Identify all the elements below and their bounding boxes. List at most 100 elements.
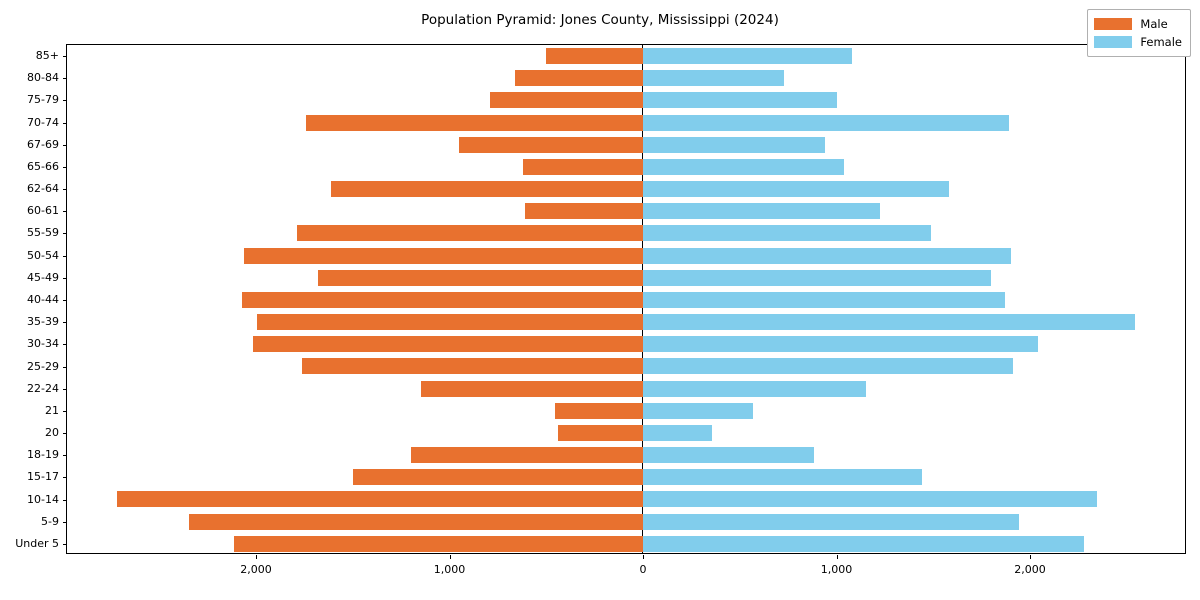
bar-row (67, 400, 1185, 422)
bar-male (459, 136, 643, 153)
y-tick-mark (63, 233, 67, 235)
y-tick-mark (63, 255, 67, 257)
x-tick-label: 1,000 (433, 563, 466, 576)
bar-female (643, 447, 815, 464)
y-tick-mark (63, 543, 67, 545)
bar-row (67, 178, 1185, 200)
y-tick-mark (63, 300, 67, 301)
y-tick-label: 70-74 (27, 115, 59, 129)
legend-swatch-male (1094, 18, 1133, 30)
bar-female (643, 535, 1084, 552)
bar-male (331, 181, 643, 198)
bar-female (643, 181, 949, 198)
y-tick-label: 85+ (35, 49, 59, 63)
bar-row (67, 289, 1185, 311)
y-tick-label: 35-39 (27, 315, 59, 329)
y-tick-label: 10-14 (27, 492, 59, 506)
bar-row (67, 378, 1185, 400)
bar-male (554, 402, 643, 419)
bar-male (233, 535, 643, 552)
bar-female (643, 491, 1097, 508)
y-tick-mark (63, 122, 67, 124)
bar-row (67, 355, 1185, 377)
bar-row (67, 422, 1185, 444)
bar-female (643, 358, 1013, 375)
bar-male (515, 70, 643, 87)
y-tick-label: 60-61 (27, 204, 59, 218)
bar-female (643, 92, 838, 109)
y-tick-label: 15-17 (27, 470, 59, 484)
x-tick-mark (836, 555, 838, 559)
bar-male (256, 314, 643, 331)
x-tick-mark (1030, 555, 1031, 559)
y-tick-mark (63, 433, 67, 435)
bar-female (643, 314, 1136, 331)
bar-female (643, 136, 825, 153)
bar-male (242, 291, 643, 308)
bar-row (67, 488, 1185, 510)
y-tick-label: 67-69 (27, 137, 59, 151)
bar-row (67, 311, 1185, 333)
x-tick-mark (256, 555, 257, 559)
y-tick-mark (63, 344, 67, 346)
bar-male (524, 203, 643, 220)
bar-male (189, 513, 643, 530)
legend-label-female: Female (1140, 35, 1182, 49)
y-tick-label: 55-59 (27, 226, 59, 240)
y-tick-mark (63, 189, 67, 191)
bar-female (643, 336, 1038, 353)
y-tick-label: 62-64 (27, 182, 59, 196)
bar-female (643, 158, 845, 175)
bar-row (67, 444, 1185, 466)
y-tick-mark (63, 211, 67, 213)
x-tick-mark (449, 555, 451, 559)
x-tick-label: 1,000 (820, 563, 853, 576)
bar-female (643, 225, 932, 242)
bar-male (546, 48, 643, 64)
y-tick-label: 20 (45, 426, 59, 440)
x-tick-label: 2,000 (240, 563, 272, 576)
bar-male (410, 447, 643, 464)
y-tick-mark (63, 166, 67, 168)
y-tick-mark (63, 144, 67, 146)
bar-row (67, 156, 1185, 178)
bar-male (296, 225, 643, 242)
y-tick-mark (63, 56, 67, 58)
bar-male (302, 358, 643, 375)
y-tick-mark (63, 410, 67, 412)
x-tick-mark (643, 555, 644, 559)
bar-male (244, 247, 643, 264)
bar-female (643, 269, 992, 286)
y-tick-label: 18-19 (27, 448, 59, 462)
legend-swatch-female (1094, 36, 1133, 48)
bar-female (643, 380, 867, 397)
bar-male (116, 491, 643, 508)
chart-title: Population Pyramid: Jones County, Missis… (421, 12, 779, 28)
bar-male (317, 269, 643, 286)
legend-item-male: Male (1094, 15, 1182, 33)
bar-male (253, 336, 643, 353)
bar-female (643, 469, 922, 486)
y-tick-mark (63, 455, 67, 457)
bar-female (643, 402, 753, 419)
bar-row (67, 533, 1185, 555)
bar-male (490, 92, 643, 109)
y-tick-label: 30-34 (27, 337, 59, 351)
bar-male (352, 469, 643, 486)
legend-item-female: Female (1094, 33, 1182, 51)
y-tick-mark (63, 100, 67, 102)
bar-female (643, 48, 852, 64)
bar-female (643, 203, 881, 220)
chart-legend[interactable]: Male Female (1087, 9, 1191, 57)
legend-label-male: Male (1140, 17, 1168, 31)
bar-row (67, 134, 1185, 156)
bar-row (67, 89, 1185, 111)
y-tick-mark (63, 78, 67, 80)
x-tick-label: 0 (639, 563, 647, 576)
y-tick-label: 75-79 (27, 93, 59, 107)
bar-row (67, 267, 1185, 289)
bar-row (67, 245, 1185, 267)
y-tick-mark (63, 322, 67, 324)
y-tick-mark (63, 477, 67, 479)
y-tick-label: 25-29 (27, 359, 59, 373)
